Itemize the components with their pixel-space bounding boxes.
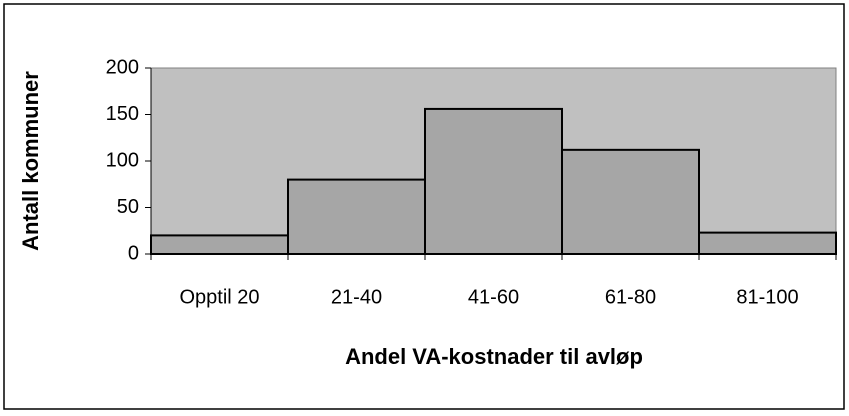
x-tick-label: 81-100 xyxy=(736,286,798,308)
y-axis-title: Antall kommuner xyxy=(18,71,43,251)
y-tick-label: 200 xyxy=(106,56,139,78)
y-tick-label: 50 xyxy=(117,196,139,218)
bar xyxy=(287,178,426,256)
bar xyxy=(424,107,563,255)
x-tick-label: 41-60 xyxy=(468,286,519,308)
bar xyxy=(150,234,289,255)
x-tick-label: 61-80 xyxy=(605,286,656,308)
bar xyxy=(698,231,837,255)
x-tick-label: 21-40 xyxy=(331,286,382,308)
y-tick-label: 0 xyxy=(128,242,139,264)
bar xyxy=(561,148,700,255)
x-axis-title: Andel VA-kostnader til avløp xyxy=(345,344,643,369)
x-tick-label: Opptil 20 xyxy=(179,286,259,308)
y-tick-label: 100 xyxy=(106,149,139,171)
y-tick-label: 150 xyxy=(106,103,139,125)
